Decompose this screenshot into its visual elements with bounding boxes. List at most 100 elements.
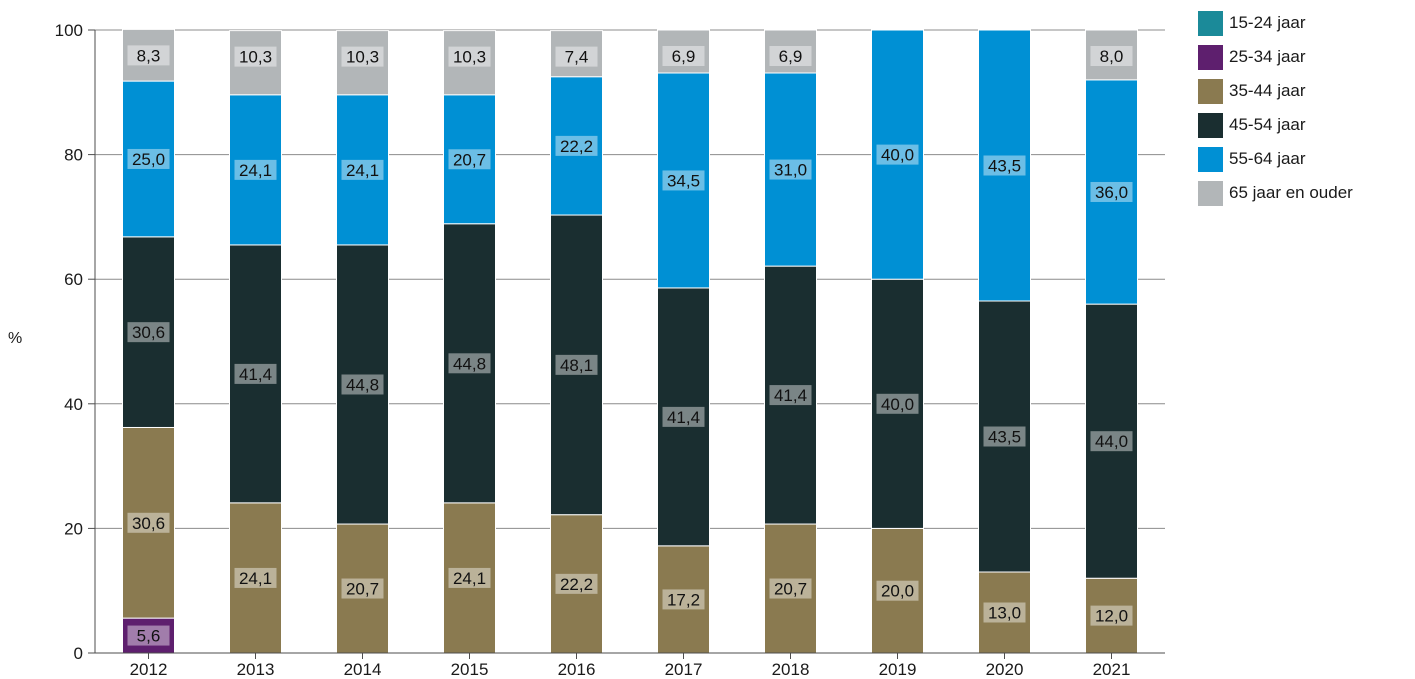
legend-item: 65 jaar en ouder [1198,176,1353,210]
bar-segment-2021-4 [1085,79,1138,305]
data-label-bg [127,45,170,66]
bar-segment-2013-5 [229,30,282,96]
data-label: 20,0 [881,582,914,601]
data-label: 20,7 [453,150,486,169]
data-label-bg [876,580,919,601]
x-tick-label: 2015 [451,660,489,679]
data-label: 24,1 [239,161,272,180]
data-label: 34,5 [667,171,700,190]
legend-label: 65 jaar en ouder [1229,183,1353,202]
data-label-bg [983,426,1026,447]
legend-item: 45-54 jaar [1198,108,1353,142]
legend-swatch [1198,78,1223,104]
bar-segment-2012-3 [122,236,175,428]
legend-swatch [1198,44,1223,70]
data-label: 44,8 [453,354,486,373]
data-label: 36,0 [1095,183,1128,202]
data-label-bg [127,148,170,169]
data-label: 8,3 [137,46,161,65]
data-label-bg [127,322,170,343]
data-label-bg [769,46,812,66]
bar-segment-2016-3 [550,214,603,516]
data-label: 43,5 [988,157,1021,176]
bar-segment-2018-5 [764,29,817,74]
bar-segment-2017-2 [657,545,710,654]
data-label: 41,4 [667,408,700,427]
data-label: 40,0 [881,146,914,165]
bar-segment-2017-5 [657,29,710,74]
bar-segment-2018-2 [764,523,817,654]
data-label-bg [662,406,705,427]
data-label-bg [1090,181,1133,202]
data-label-bg [448,353,491,374]
data-label-bg [555,46,598,67]
data-label: 24,1 [453,569,486,588]
data-label-bg [234,363,277,384]
x-tick-label: 2020 [986,660,1024,679]
data-label: 30,6 [132,514,165,533]
bar-segment-2021-3 [1085,303,1138,579]
y-tick-label: 20 [64,519,83,538]
legend-label: 45-54 jaar [1229,115,1306,134]
data-label: 10,3 [346,48,379,67]
bar-segment-2015-2 [443,502,496,654]
data-label-bg [662,46,705,66]
y-tick-label: 0 [74,644,83,663]
data-label-bg [662,170,705,191]
data-label: 6,9 [672,47,696,66]
data-label: 48,1 [560,356,593,375]
y-tick-label: 40 [64,395,83,414]
data-label-bg [234,159,277,180]
x-tick-label: 2014 [344,660,382,679]
bar-segment-2015-4 [443,94,496,225]
bar-segment-2016-5 [550,30,603,78]
data-label-bg [769,385,812,406]
data-label-bg [127,625,170,646]
bar-segment-2013-3 [229,244,282,504]
data-label: 44,0 [1095,432,1128,451]
data-label: 25,0 [132,150,165,169]
bar-segment-2014-4 [336,94,389,246]
data-label-bg [555,135,598,156]
bar-segment-2017-3 [657,287,710,547]
data-label: 8,0 [1100,47,1124,66]
legend-swatch [1198,10,1223,36]
data-label-bg [983,602,1026,623]
x-tick-label: 2021 [1093,660,1131,679]
data-label: 20,7 [346,580,379,599]
legend-item: 35-44 jaar [1198,74,1353,108]
data-label-bg [555,573,598,594]
bar-segment-2012-5 [122,28,175,82]
data-label: 22,2 [560,137,593,156]
data-label: 17,2 [667,590,700,609]
y-axis-label: % [8,330,23,347]
data-label-bg [1090,431,1133,452]
bar-segment-2020-4 [978,29,1031,302]
legend-item: 15-24 jaar [1198,6,1353,40]
data-label: 10,3 [453,48,486,67]
bar-segment-2014-2 [336,523,389,654]
bar-segment-2016-4 [550,76,603,216]
data-label-bg [234,46,277,67]
x-tick-label: 2019 [879,660,917,679]
bar-segment-2019-4 [871,29,924,280]
data-label-bg [448,46,491,67]
legend-item: 25-34 jaar [1198,40,1353,74]
data-label: 22,2 [560,575,593,594]
data-label-bg [876,393,919,414]
x-tick-label: 2013 [237,660,275,679]
data-label-bg [448,149,491,170]
data-label-bg [1090,46,1133,66]
data-label: 44,8 [346,375,379,394]
data-label-bg [341,159,384,180]
y-tick-label: 60 [64,270,83,289]
data-label-bg [341,578,384,599]
data-label-bg [1090,605,1133,626]
bar-segment-2018-4 [764,72,817,267]
data-label-bg [983,155,1026,176]
data-label-bg [769,159,812,180]
x-tick-label: 2012 [130,660,168,679]
legend-swatch [1198,146,1223,172]
legend-label: 25-34 jaar [1229,47,1306,66]
legend-swatch [1198,112,1223,138]
